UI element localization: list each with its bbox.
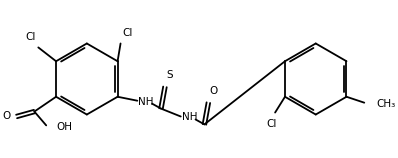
Text: O: O xyxy=(2,110,11,121)
Text: Cl: Cl xyxy=(266,119,276,129)
Text: CH₃: CH₃ xyxy=(376,99,395,109)
Text: OH: OH xyxy=(56,122,72,132)
Text: O: O xyxy=(209,86,217,96)
Text: Cl: Cl xyxy=(25,33,35,43)
Text: NH: NH xyxy=(182,112,197,122)
Text: NH: NH xyxy=(139,97,154,107)
Text: Cl: Cl xyxy=(123,27,133,38)
Text: S: S xyxy=(167,70,173,80)
